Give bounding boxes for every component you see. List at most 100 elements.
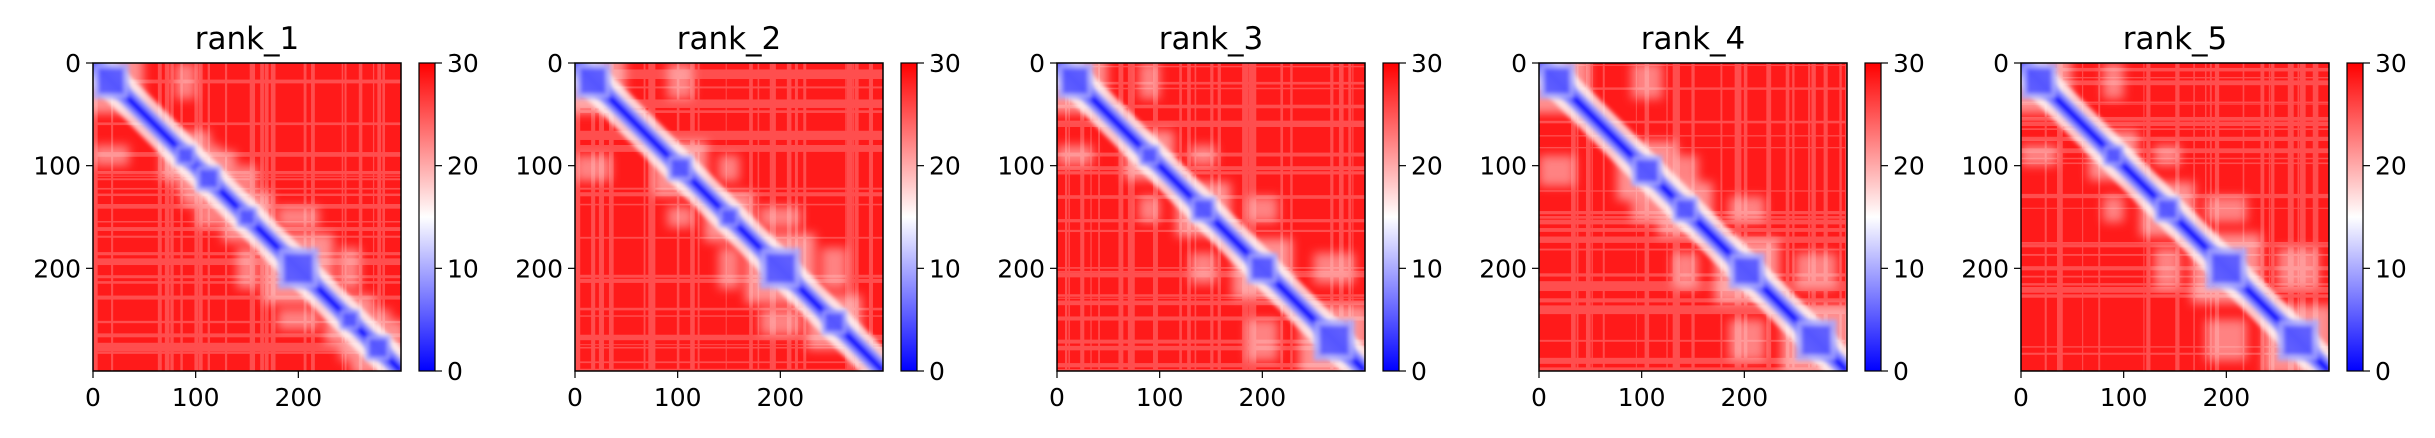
texture-stripe bbox=[2291, 63, 2293, 371]
texture-stripe bbox=[2021, 128, 2329, 131]
domain-block-core bbox=[721, 209, 737, 225]
domain-block-core bbox=[1544, 68, 1570, 94]
texture-stripe bbox=[1792, 63, 1795, 371]
texture-stripe bbox=[1539, 305, 1847, 311]
texture-stripe bbox=[1348, 63, 1352, 371]
heatmap-image bbox=[1057, 63, 1365, 371]
colorbar-tick-label: 20 bbox=[1411, 152, 1443, 181]
texture-stripe bbox=[1068, 63, 1070, 371]
domain-block-core bbox=[199, 169, 218, 188]
contact-zone bbox=[1246, 319, 1278, 361]
texture-stripe bbox=[1539, 309, 1847, 315]
x-tick-label: 200 bbox=[274, 383, 322, 412]
texture-stripe bbox=[575, 335, 883, 341]
texture-stripe bbox=[1090, 63, 1092, 371]
colorbar-tick-label: 30 bbox=[2375, 49, 2407, 78]
texture-stripe bbox=[1591, 63, 1593, 371]
texture-stripe bbox=[93, 79, 401, 84]
y-tick-label: 200 bbox=[997, 254, 1045, 283]
texture-stripe bbox=[1057, 166, 1365, 171]
texture-stripe bbox=[575, 135, 883, 140]
contact-zone bbox=[195, 206, 222, 228]
contact-zone bbox=[2277, 247, 2319, 289]
x-tick-label: 100 bbox=[2100, 383, 2148, 412]
colorbar-frame bbox=[2346, 62, 2364, 372]
domain-block-core bbox=[765, 253, 795, 283]
texture-stripe bbox=[575, 361, 883, 364]
texture-stripe bbox=[598, 63, 602, 371]
texture-stripe bbox=[93, 347, 401, 352]
y-tick-label: 0 bbox=[1511, 49, 1527, 78]
domain-block-core bbox=[1636, 160, 1658, 182]
texture-stripe bbox=[1539, 135, 1847, 137]
texture-stripe bbox=[1539, 359, 1847, 364]
texture-stripe bbox=[1338, 63, 1344, 371]
texture-stripe bbox=[575, 368, 883, 371]
domain-block-core bbox=[283, 253, 313, 283]
y-tick-label: 100 bbox=[1961, 152, 2009, 181]
texture-stripe bbox=[1539, 308, 1847, 311]
heatmap-image bbox=[2021, 63, 2329, 371]
texture-stripe bbox=[2300, 63, 2306, 371]
contact-zone bbox=[2205, 196, 2247, 223]
domain-block-core bbox=[1142, 148, 1157, 163]
domain-block-core bbox=[368, 338, 387, 357]
contact-zone bbox=[2103, 63, 2124, 99]
texture-stripe bbox=[1785, 63, 1790, 371]
texture-stripe bbox=[575, 110, 883, 113]
contact-zone bbox=[339, 247, 360, 289]
colorbar-tick-label: 20 bbox=[1893, 152, 1925, 181]
texture-stripe bbox=[2021, 244, 2329, 248]
texture-stripe bbox=[2299, 63, 2302, 371]
colorbar-tick-label: 20 bbox=[929, 152, 961, 181]
colorbar-tick-label: 0 bbox=[2375, 357, 2391, 386]
texture-stripe bbox=[270, 63, 276, 371]
colorbar-tick-label: 10 bbox=[929, 254, 961, 283]
colorbar-frame bbox=[418, 62, 436, 372]
x-tick-label: 100 bbox=[654, 383, 702, 412]
texture-stripe bbox=[697, 63, 700, 371]
contact-zone bbox=[1631, 63, 1663, 99]
x-tick-label: 100 bbox=[1618, 383, 1666, 412]
texture-stripe bbox=[2304, 63, 2306, 371]
texture-stripe bbox=[2260, 63, 2265, 371]
colorbar-tick-label: 0 bbox=[1411, 357, 1427, 386]
colorbar-tick-label: 0 bbox=[447, 357, 463, 386]
domain-block-core bbox=[2158, 200, 2177, 219]
texture-stripe bbox=[1057, 104, 1365, 109]
colorbar-tick-label: 20 bbox=[447, 152, 479, 181]
x-tick-label: 100 bbox=[1136, 383, 1184, 412]
colorbar-tick-label: 10 bbox=[1411, 254, 1443, 283]
texture-stripe bbox=[2021, 286, 2329, 292]
texture-stripe bbox=[1280, 63, 1284, 371]
texture-stripe bbox=[1057, 294, 1365, 297]
heatmap-blocks bbox=[1057, 63, 1355, 361]
heatmap-image bbox=[575, 63, 883, 371]
contact-zone bbox=[1246, 196, 1278, 223]
colorbar-tick-label: 10 bbox=[2375, 254, 2407, 283]
texture-stripe bbox=[2021, 288, 2329, 293]
heatmap-blocks bbox=[93, 63, 391, 361]
texture-stripe bbox=[93, 347, 401, 350]
texture-stripe bbox=[575, 187, 883, 190]
contact-zone bbox=[1728, 319, 1765, 361]
texture-stripe bbox=[1539, 248, 1847, 251]
contact-zone bbox=[236, 165, 258, 192]
x-tick-label: 200 bbox=[2202, 383, 2250, 412]
contact-zone bbox=[759, 309, 801, 336]
texture-stripe bbox=[1098, 63, 1100, 371]
domain-block-core bbox=[1734, 258, 1760, 284]
contact-zone bbox=[2154, 247, 2181, 289]
texture-stripe bbox=[1539, 339, 1847, 342]
texture-stripe bbox=[2021, 352, 2329, 355]
colorbar-frame bbox=[1382, 62, 1400, 372]
domain-block-core bbox=[1319, 325, 1349, 355]
contact-zone bbox=[718, 247, 740, 289]
domain-block-core bbox=[2106, 148, 2121, 163]
domain-block-core bbox=[98, 68, 124, 94]
texture-stripe bbox=[575, 346, 883, 349]
texture-stripe bbox=[377, 63, 382, 371]
texture-stripe bbox=[1057, 300, 1365, 304]
domain-block-core bbox=[1676, 200, 1695, 219]
texture-stripe bbox=[2021, 121, 2329, 127]
